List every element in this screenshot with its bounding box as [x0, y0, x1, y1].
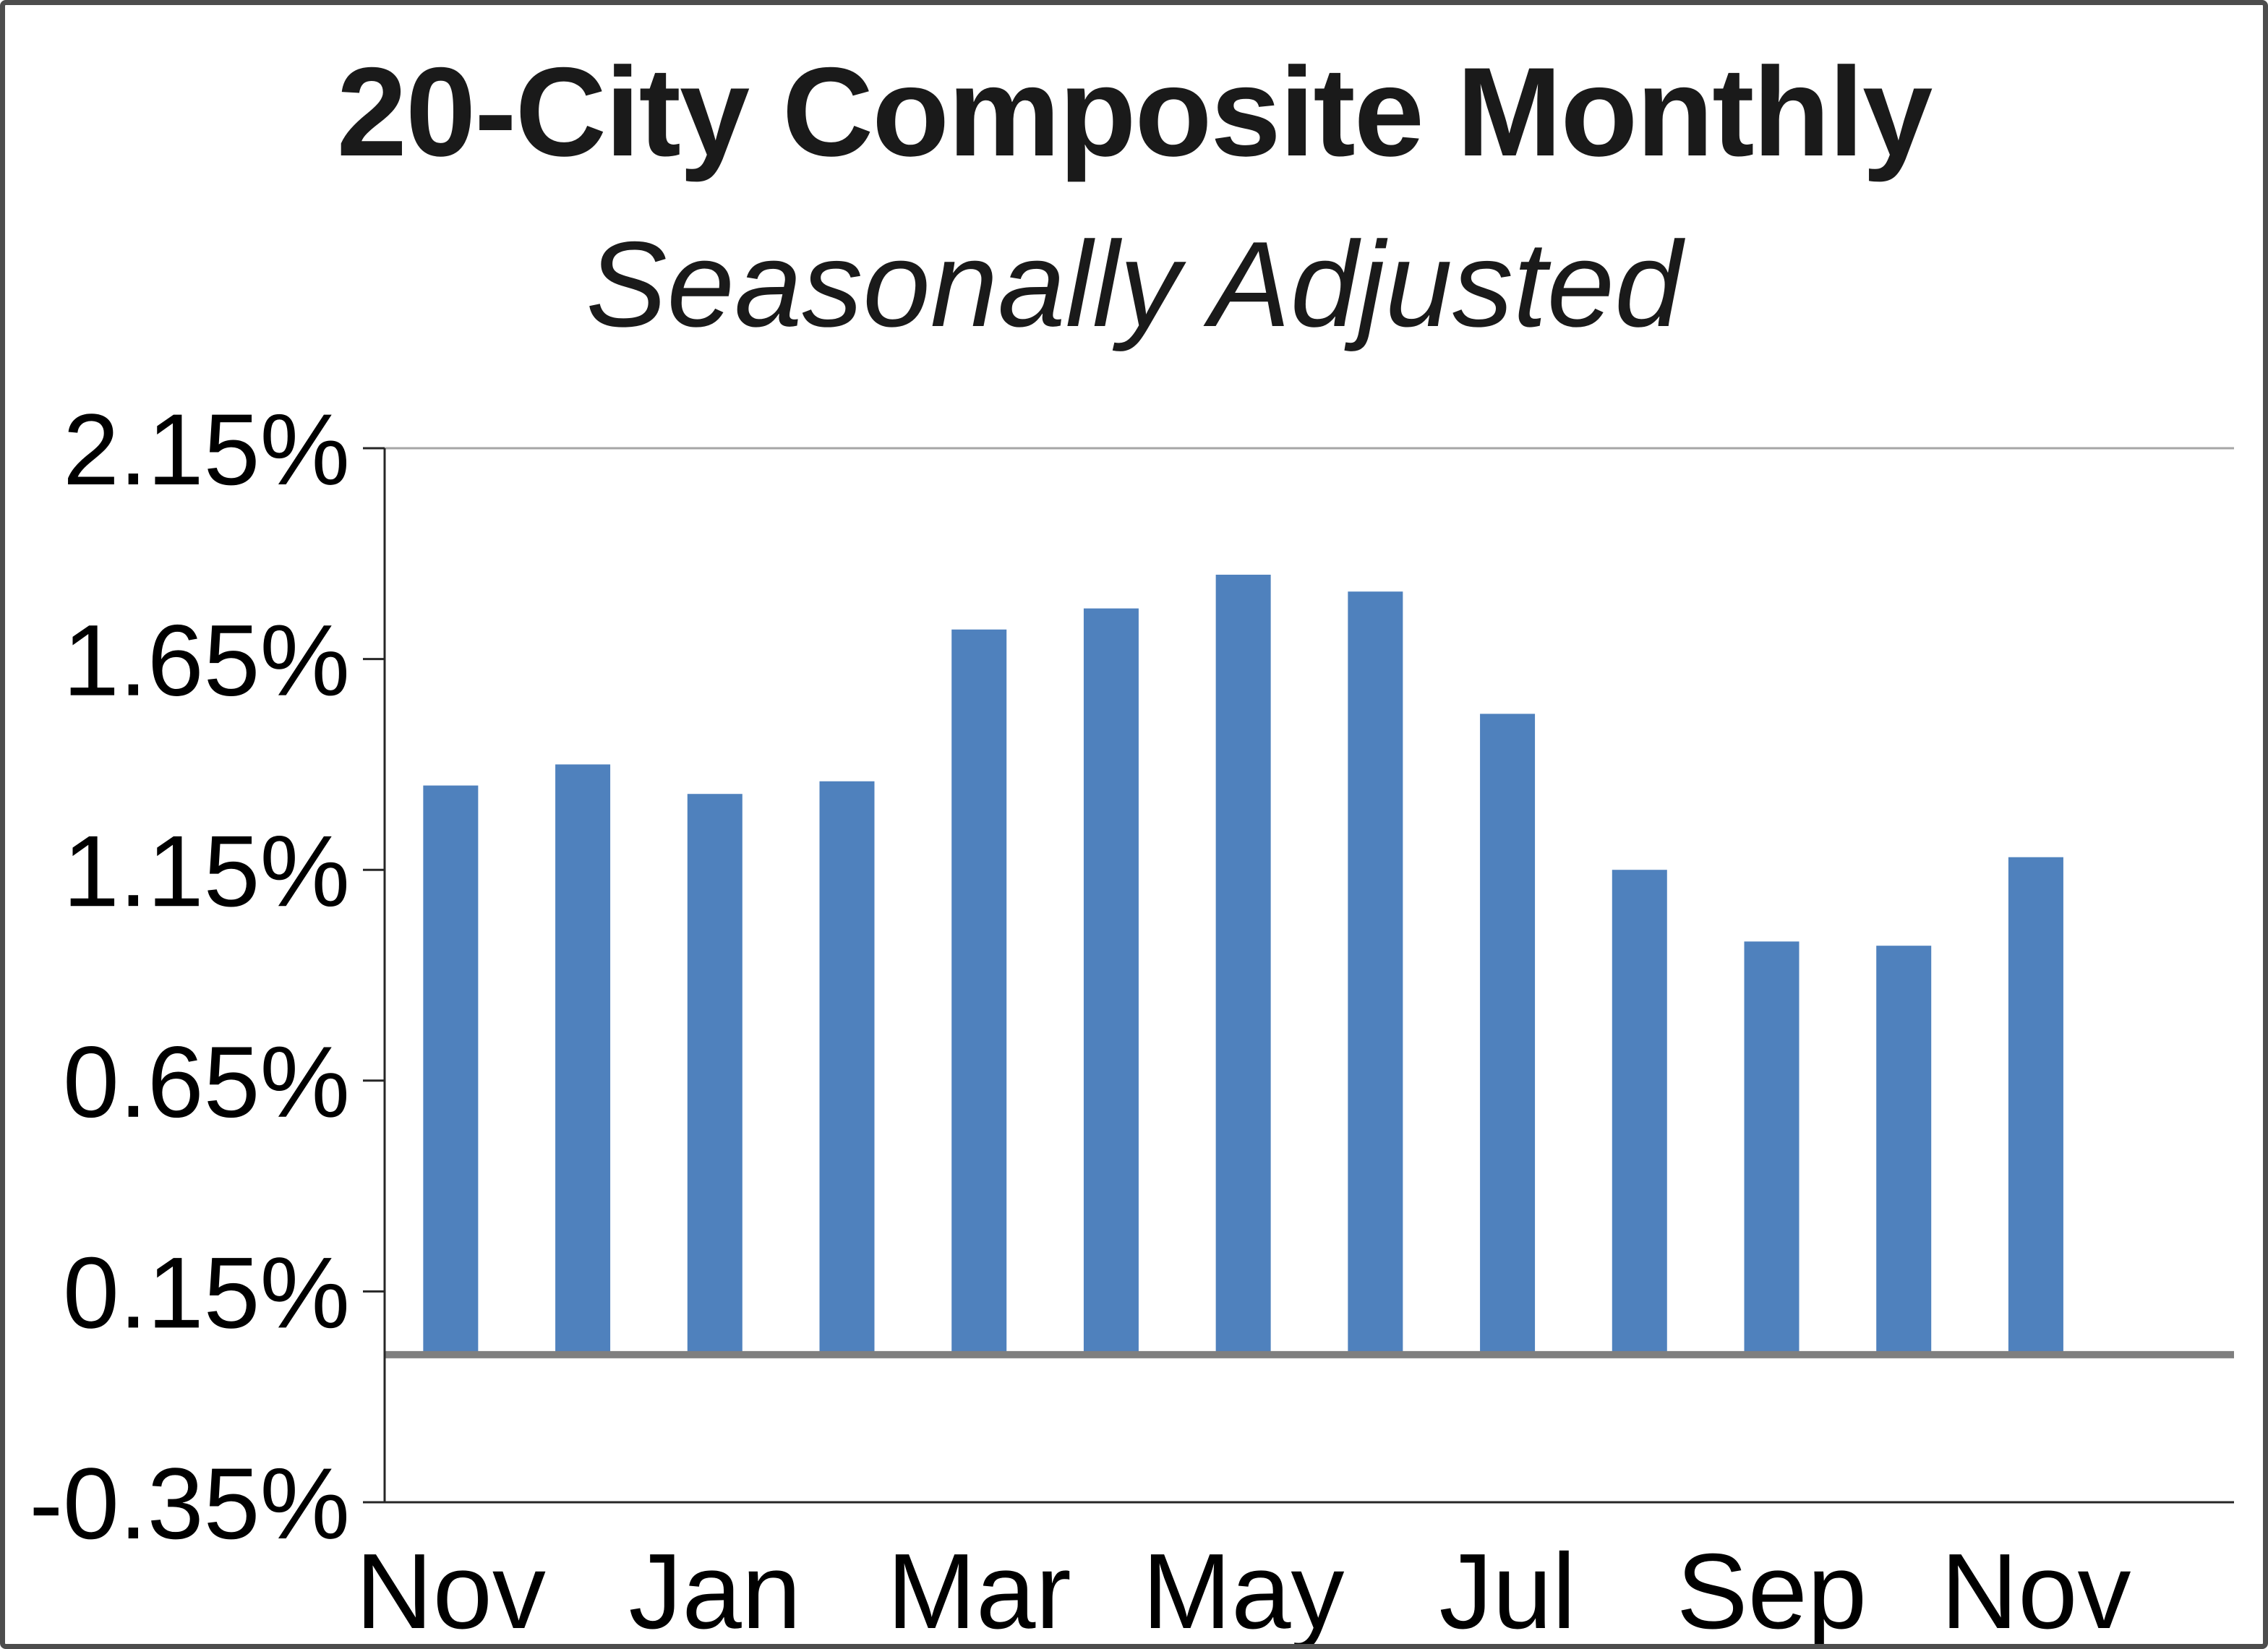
bar-jun-7 — [1348, 591, 1403, 1355]
bar-chart-plot: 2.15%1.65%1.15%0.65%0.15%-0.35%Nov Jan Mar… — [29, 393, 2234, 1644]
x-axis-label: Nov — [1940, 1532, 2131, 1644]
x-axis-label: Sep — [1677, 1532, 1867, 1644]
bar-dec-1 — [555, 764, 611, 1355]
bar-apr-5 — [1083, 608, 1139, 1355]
chart-subtitle: Seasonally Adjusted — [586, 216, 1682, 352]
bar-feb-3 — [819, 781, 875, 1355]
y-axis-label: -0.35% — [29, 1447, 350, 1560]
bar-aug-9 — [1612, 870, 1667, 1355]
bar-nov-0 — [423, 785, 479, 1355]
y-axis-label: 2.15% — [63, 393, 350, 506]
bar-sep-10 — [1744, 941, 1800, 1355]
y-axis-label: 1.15% — [63, 814, 350, 928]
y-axis-label: 1.65% — [63, 604, 350, 717]
x-axis-label: Jul — [1439, 1532, 1575, 1644]
y-axis-label: 0.65% — [63, 1025, 350, 1139]
x-axis-label: Jan — [628, 1532, 801, 1644]
bar-jan-2 — [687, 794, 743, 1355]
x-axis-label: Nov — [356, 1532, 546, 1644]
bar-may-6 — [1215, 574, 1271, 1355]
y-axis-label: 0.15% — [63, 1235, 350, 1349]
chart-title: 20-City Composite Monthly — [336, 42, 1933, 183]
bar-oct-11 — [1876, 946, 1932, 1355]
bar-jul-8 — [1480, 714, 1536, 1355]
bar-mar-4 — [951, 629, 1007, 1355]
x-axis-label: Mar — [887, 1532, 1071, 1644]
x-axis-label: May — [1142, 1532, 1345, 1644]
bar-nov-12 — [2008, 857, 2063, 1355]
